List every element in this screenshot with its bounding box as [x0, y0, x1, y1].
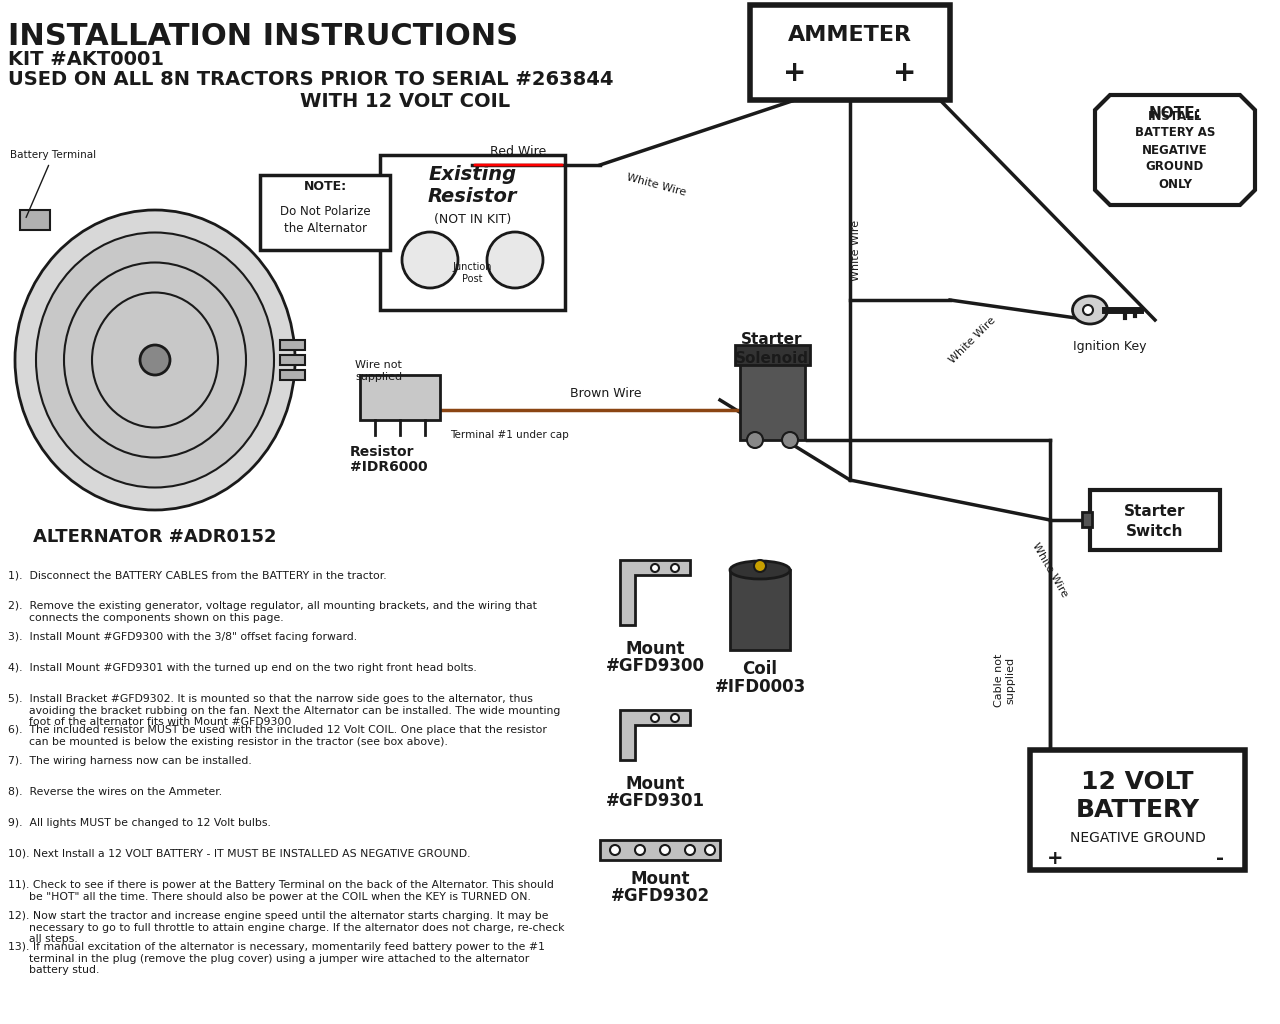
Text: Mount: Mount	[630, 870, 690, 888]
Bar	[600, 840, 719, 860]
Bar	[260, 175, 390, 250]
Text: NOTE:: NOTE:	[1148, 105, 1202, 121]
Circle shape	[671, 564, 678, 572]
Text: +: +	[783, 59, 806, 87]
Text: Wire not
supplied: Wire not supplied	[355, 360, 402, 382]
Circle shape	[660, 845, 669, 855]
Text: 9).  All lights MUST be changed to 12 Volt bulbs.: 9). All lights MUST be changed to 12 Vol…	[8, 818, 271, 828]
Text: #GFD9302: #GFD9302	[611, 887, 709, 905]
Circle shape	[748, 432, 763, 449]
Text: Resistor: Resistor	[349, 445, 415, 459]
Text: Coil: Coil	[742, 660, 777, 678]
Text: White Wire: White Wire	[625, 172, 687, 198]
Text: +: +	[1047, 849, 1064, 867]
Text: -: -	[1216, 849, 1224, 867]
Ellipse shape	[1073, 296, 1107, 324]
Bar	[280, 370, 305, 380]
Text: 2).  Remove the existing generator, voltage regulator, all mounting brackets, an: 2). Remove the existing generator, volta…	[8, 601, 536, 623]
Circle shape	[635, 845, 645, 855]
Bar	[1082, 512, 1092, 527]
Text: 12). Now start the tractor and increase engine speed until the alternator starts: 12). Now start the tractor and increase …	[8, 911, 564, 944]
Text: White Wire: White Wire	[947, 314, 997, 366]
Bar	[20, 210, 50, 230]
Bar	[1030, 750, 1245, 870]
Text: Cable not
supplied: Cable not supplied	[995, 653, 1016, 707]
Bar	[380, 155, 564, 310]
Circle shape	[754, 560, 765, 572]
Text: Do Not Polarize
the Alternator: Do Not Polarize the Alternator	[280, 205, 370, 234]
Text: KIT #AKT0001: KIT #AKT0001	[8, 50, 164, 69]
Ellipse shape	[730, 561, 790, 579]
Bar	[730, 570, 790, 650]
Text: USED ON ALL 8N TRACTORS PRIOR TO SERIAL #263844: USED ON ALL 8N TRACTORS PRIOR TO SERIAL …	[8, 70, 613, 89]
Text: Switch: Switch	[1126, 524, 1184, 540]
Text: 7).  The wiring harness now can be installed.: 7). The wiring harness now can be instal…	[8, 756, 252, 766]
Text: Junction
Post: Junction Post	[452, 262, 492, 285]
Ellipse shape	[64, 262, 246, 458]
Text: Battery Terminal: Battery Terminal	[10, 150, 96, 217]
Text: 11). Check to see if there is power at the Battery Terminal on the back of the A: 11). Check to see if there is power at t…	[8, 880, 554, 901]
Text: 1).  Disconnect the BATTERY CABLES from the BATTERY in the tractor.: 1). Disconnect the BATTERY CABLES from t…	[8, 570, 387, 580]
Text: Ignition Key: Ignition Key	[1073, 340, 1147, 353]
Text: ALTERNATOR #ADR0152: ALTERNATOR #ADR0152	[33, 528, 276, 546]
Text: WITH 12 VOLT COIL: WITH 12 VOLT COIL	[300, 92, 511, 111]
Text: Brown Wire: Brown Wire	[570, 387, 641, 400]
Text: 5).  Install Bracket #GFD9302. It is mounted so that the narrow side goes to the: 5). Install Bracket #GFD9302. It is moun…	[8, 694, 561, 727]
Text: NOTE:: NOTE:	[303, 180, 347, 194]
Text: +: +	[893, 59, 916, 87]
Text: Mount: Mount	[625, 640, 685, 658]
Circle shape	[652, 564, 659, 572]
Text: White Wire: White Wire	[1030, 541, 1070, 599]
Ellipse shape	[92, 293, 218, 427]
Text: INSTALL
BATTERY AS
NEGATIVE
GROUND
ONLY: INSTALL BATTERY AS NEGATIVE GROUND ONLY	[1135, 110, 1215, 190]
Bar	[750, 5, 950, 100]
Text: Resistor: Resistor	[428, 187, 517, 207]
Text: Mount: Mount	[625, 775, 685, 793]
Text: 8).  Reverse the wires on the Ammeter.: 8). Reverse the wires on the Ammeter.	[8, 787, 223, 797]
Text: Existing: Existing	[429, 166, 517, 184]
Text: #GFD9301: #GFD9301	[605, 792, 704, 810]
Circle shape	[652, 714, 659, 722]
Polygon shape	[1094, 95, 1254, 205]
Text: 10). Next Install a 12 VOLT BATTERY - IT MUST BE INSTALLED AS NEGATIVE GROUND.: 10). Next Install a 12 VOLT BATTERY - IT…	[8, 849, 471, 859]
Circle shape	[671, 714, 678, 722]
Bar	[280, 340, 305, 350]
Ellipse shape	[15, 210, 294, 510]
Text: 12 VOLT: 12 VOLT	[1082, 770, 1194, 794]
Text: (NOT IN KIT): (NOT IN KIT)	[434, 213, 511, 226]
Circle shape	[705, 845, 716, 855]
Text: #IDR6000: #IDR6000	[349, 460, 428, 474]
Text: 6).  The included resistor MUST be used with the included 12 Volt COIL. One plac: 6). The included resistor MUST be used w…	[8, 725, 547, 746]
Text: AMMETER: AMMETER	[788, 25, 911, 45]
Circle shape	[486, 232, 543, 288]
Text: White Wire: White Wire	[851, 219, 861, 281]
Text: NEGATIVE GROUND: NEGATIVE GROUND	[1070, 831, 1206, 845]
Circle shape	[685, 845, 695, 855]
Text: #IFD0003: #IFD0003	[714, 678, 805, 696]
Text: Terminal #1 under cap: Terminal #1 under cap	[451, 430, 568, 440]
Circle shape	[611, 845, 620, 855]
Polygon shape	[620, 710, 690, 760]
Text: Starter: Starter	[1124, 505, 1185, 519]
Polygon shape	[620, 560, 690, 625]
Bar	[360, 375, 440, 420]
Circle shape	[402, 232, 458, 288]
Circle shape	[1083, 305, 1093, 315]
Text: BATTERY: BATTERY	[1075, 798, 1199, 822]
Text: Starter
Solenoid: Starter Solenoid	[735, 332, 809, 366]
Circle shape	[782, 432, 797, 449]
Bar	[1091, 490, 1220, 550]
Bar	[280, 355, 305, 365]
Bar	[740, 360, 805, 440]
Text: Red Wire: Red Wire	[490, 145, 547, 158]
Ellipse shape	[36, 232, 274, 487]
Text: 3).  Install Mount #GFD9300 with the 3/8" offset facing forward.: 3). Install Mount #GFD9300 with the 3/8"…	[8, 632, 357, 642]
Text: #GFD9300: #GFD9300	[605, 657, 704, 675]
Text: 4).  Install Mount #GFD9301 with the turned up end on the two right front head b: 4). Install Mount #GFD9301 with the turn…	[8, 663, 476, 673]
Text: 13). If manual excitation of the alternator is necessary, momentarily feed batte: 13). If manual excitation of the alterna…	[8, 942, 545, 975]
Ellipse shape	[140, 345, 170, 375]
Bar	[735, 345, 810, 365]
Text: INSTALLATION INSTRUCTIONS: INSTALLATION INSTRUCTIONS	[8, 22, 518, 51]
